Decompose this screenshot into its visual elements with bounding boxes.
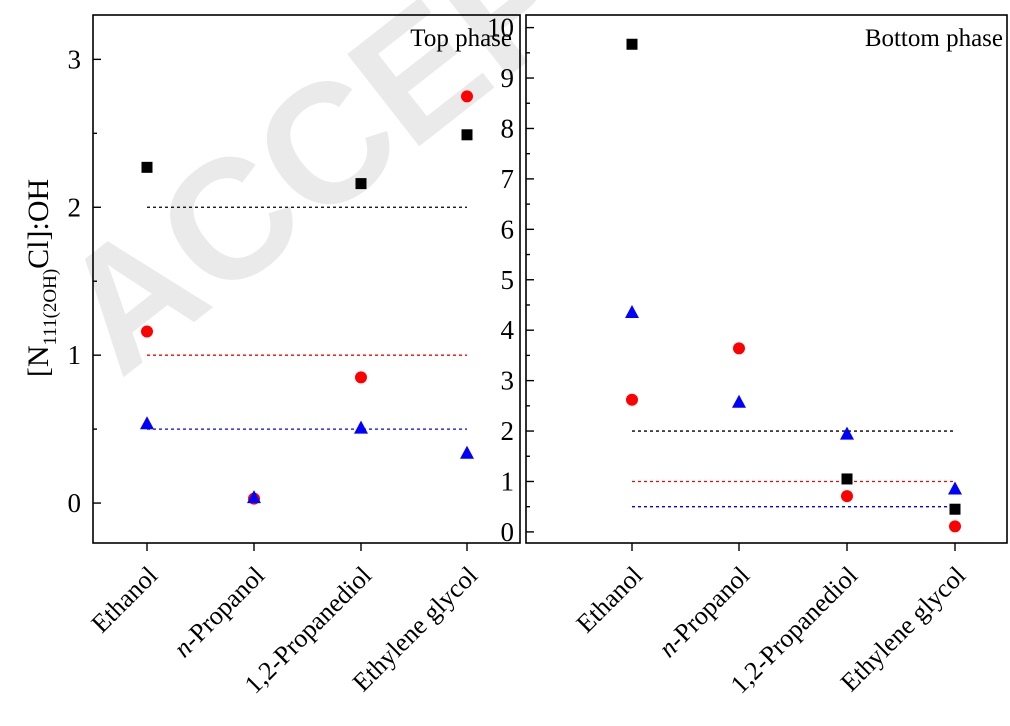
- panel-1-point-triangle: [354, 420, 368, 434]
- panel-1-point-circle: [141, 325, 153, 338]
- panel-2-y-tick-label: 0: [501, 517, 515, 547]
- y-axis-label-subscript: 111(2OH): [40, 269, 61, 346]
- y-axis-label: [N111(2OH)Cl]:OH: [22, 179, 61, 377]
- panel-1-point-triangle: [140, 416, 154, 430]
- panel-2-point-circle: [626, 393, 638, 406]
- panel-1-point-circle: [355, 371, 367, 384]
- panel-1-point-square: [355, 178, 367, 190]
- y-axis-label-prefix: [N: [22, 346, 55, 378]
- panel-1-point-triangle: [247, 490, 261, 504]
- panel-2-point-circle: [949, 520, 961, 533]
- panel-2-y-tick-label: 1: [501, 466, 515, 496]
- panel-2-point-triangle: [625, 305, 639, 319]
- panel-2-point-circle: [733, 342, 745, 355]
- panel-1-y-tick-label: 2: [68, 192, 82, 222]
- panel-1-frame: [92, 14, 521, 544]
- panel-2-y-tick-label: 10: [487, 13, 514, 43]
- panel-1-title: Top phase: [410, 25, 512, 52]
- panel-1-point-circle: [461, 90, 473, 103]
- panel-2-y-tick-label: 7: [501, 164, 515, 194]
- panel-2-category-label: Ethanol: [571, 561, 649, 639]
- panel-2-y-tick-label: 4: [501, 315, 515, 345]
- panel-1-point-square: [141, 161, 153, 173]
- panel-2-y-tick-label: 2: [501, 416, 515, 446]
- y-axis-label-suffix: Cl]:OH: [22, 179, 55, 269]
- watermark: ACCEPTED: [26, 0, 880, 409]
- panel-2-y-tick-label: 8: [501, 113, 515, 143]
- panel-2-category-label: n-Propanol: [653, 561, 755, 663]
- panel-1-y-tick-label: 1: [68, 340, 82, 370]
- panel-1-point-triangle: [460, 445, 474, 459]
- panel-2-point-square: [626, 38, 638, 50]
- panel-1-y-tick-label: 0: [68, 488, 82, 518]
- panel-1-point-square: [461, 129, 473, 141]
- panel-2-point-square: [841, 473, 853, 485]
- panel-2-y-tick-label: 6: [501, 214, 515, 244]
- panel-2-y-tick-label: 5: [501, 265, 515, 295]
- panel-1-y-tick-label: 3: [68, 44, 82, 74]
- panel-2-point-circle: [841, 490, 853, 503]
- panel-1-category-label: n-Propanol: [168, 561, 270, 663]
- panel-2-point-square: [949, 503, 961, 515]
- panel-2-y-tick-label: 3: [501, 366, 515, 396]
- panel-2-point-triangle: [840, 426, 854, 440]
- panel-2-title: Bottom phase: [865, 25, 1003, 52]
- panel-2-point-triangle: [948, 481, 962, 495]
- panel-1-category-label: Ethanol: [86, 561, 164, 639]
- panel-2-point-triangle: [732, 394, 746, 408]
- panel-2-y-tick-label: 9: [501, 63, 515, 93]
- panel-2-frame: [525, 14, 1008, 544]
